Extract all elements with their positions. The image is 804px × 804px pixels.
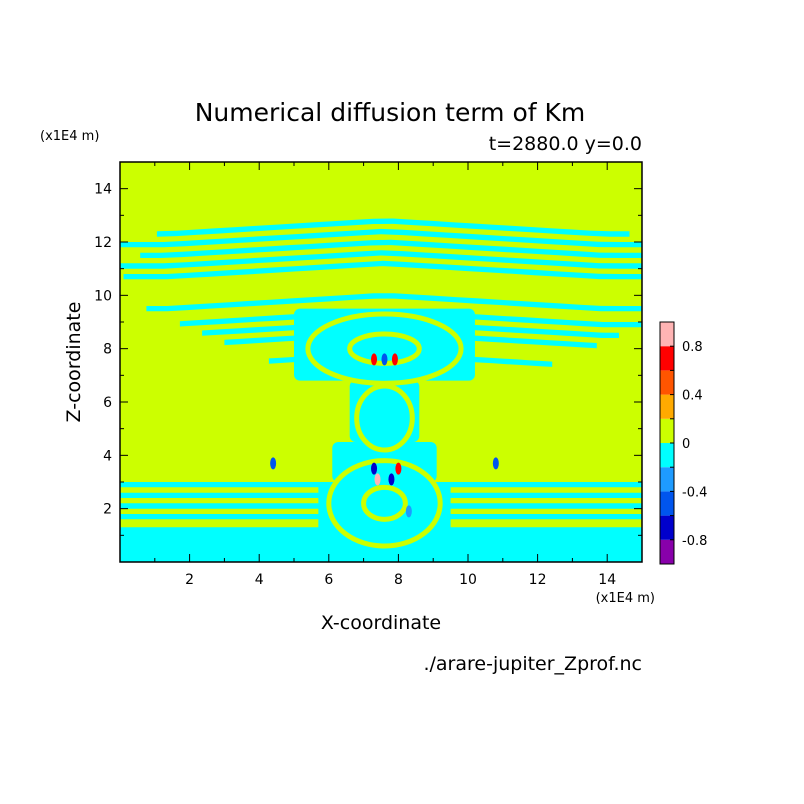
y-tick-label: 14 bbox=[94, 182, 112, 198]
field-band-negative bbox=[140, 239, 642, 258]
heatmap-field bbox=[120, 162, 642, 562]
field-ring bbox=[361, 484, 408, 522]
field-band-negative bbox=[120, 250, 642, 269]
source-file-label: ./arare-jupiter_Zprof.nc bbox=[423, 653, 642, 675]
colorbar-tick-label: 0.4 bbox=[682, 389, 703, 404]
field-extremum bbox=[405, 505, 412, 518]
field-ring bbox=[368, 399, 401, 437]
chart-subtitle: t=2880.0 y=0.0 bbox=[489, 133, 642, 155]
colorbar-tick-label: 0 bbox=[682, 437, 690, 452]
field-band-negative bbox=[156, 218, 630, 237]
y-tick-label: 10 bbox=[94, 288, 112, 304]
field-extremum bbox=[395, 462, 402, 475]
y-tick-label: 6 bbox=[103, 395, 112, 411]
field-ring bbox=[343, 471, 426, 536]
x-unit-label: (x1E4 m) bbox=[596, 591, 655, 606]
colorbar-tick-label: 0.8 bbox=[682, 340, 703, 355]
field-band-negative bbox=[123, 260, 642, 280]
x-axis-title: X-coordinate bbox=[321, 612, 441, 634]
y-axis: 2 4 6 8 10 12 14 bbox=[94, 182, 642, 536]
colorbar-segment bbox=[660, 539, 674, 564]
x-tick-label: 6 bbox=[324, 572, 333, 588]
colorbar-tick-label: -0.4 bbox=[682, 485, 707, 500]
field-ring bbox=[326, 458, 443, 549]
y-tick-label: 2 bbox=[103, 502, 112, 518]
field-extremum bbox=[371, 353, 378, 366]
x-tick-label: 4 bbox=[255, 572, 264, 588]
colorbar: 0.8 0.4 0 -0.4 -0.8 bbox=[659, 321, 707, 565]
field-band-negative bbox=[146, 293, 642, 312]
field-extremum bbox=[388, 473, 395, 486]
colorbar-tick-label: -0.8 bbox=[682, 534, 707, 549]
field-extremum bbox=[492, 457, 499, 470]
colorbar-segment bbox=[660, 515, 674, 540]
field-plume-region bbox=[318, 482, 451, 562]
field-extremum bbox=[270, 457, 277, 470]
x-tick-label: 12 bbox=[529, 572, 547, 588]
colorbar-segment bbox=[660, 370, 674, 395]
y-tick-label: 4 bbox=[103, 448, 112, 464]
colorbar-segment bbox=[660, 346, 674, 371]
y-unit-label: (x1E4 m) bbox=[40, 129, 99, 144]
colorbar-segment bbox=[660, 418, 674, 443]
x-axis: 2 4 6 8 10 12 14 bbox=[154, 162, 616, 588]
colorbar-segment bbox=[660, 322, 674, 347]
field-ring bbox=[305, 311, 464, 386]
field-extremum bbox=[371, 462, 378, 475]
x-tick-label: 14 bbox=[598, 572, 616, 588]
y-axis-title: Z-coordinate bbox=[63, 302, 85, 423]
x-tick-label: 8 bbox=[394, 572, 403, 588]
field-extremum bbox=[381, 353, 388, 366]
colorbar-segment bbox=[660, 467, 674, 492]
x-tick-label: 2 bbox=[185, 572, 194, 588]
field-ring bbox=[354, 383, 415, 453]
x-tick-label: 10 bbox=[459, 572, 477, 588]
chart-title: Numerical diffusion term of Km bbox=[195, 98, 586, 127]
field-ring bbox=[326, 322, 443, 376]
y-tick-label: 8 bbox=[103, 342, 112, 358]
colorbar-segment bbox=[660, 443, 674, 468]
field-extremum bbox=[391, 353, 398, 366]
colorbar-segment bbox=[660, 394, 674, 419]
field-band-negative bbox=[120, 228, 642, 248]
plot-frame bbox=[119, 161, 643, 563]
y-tick-label: 12 bbox=[94, 235, 112, 251]
colorbar-segment bbox=[660, 491, 674, 516]
field-extremum bbox=[374, 473, 381, 486]
